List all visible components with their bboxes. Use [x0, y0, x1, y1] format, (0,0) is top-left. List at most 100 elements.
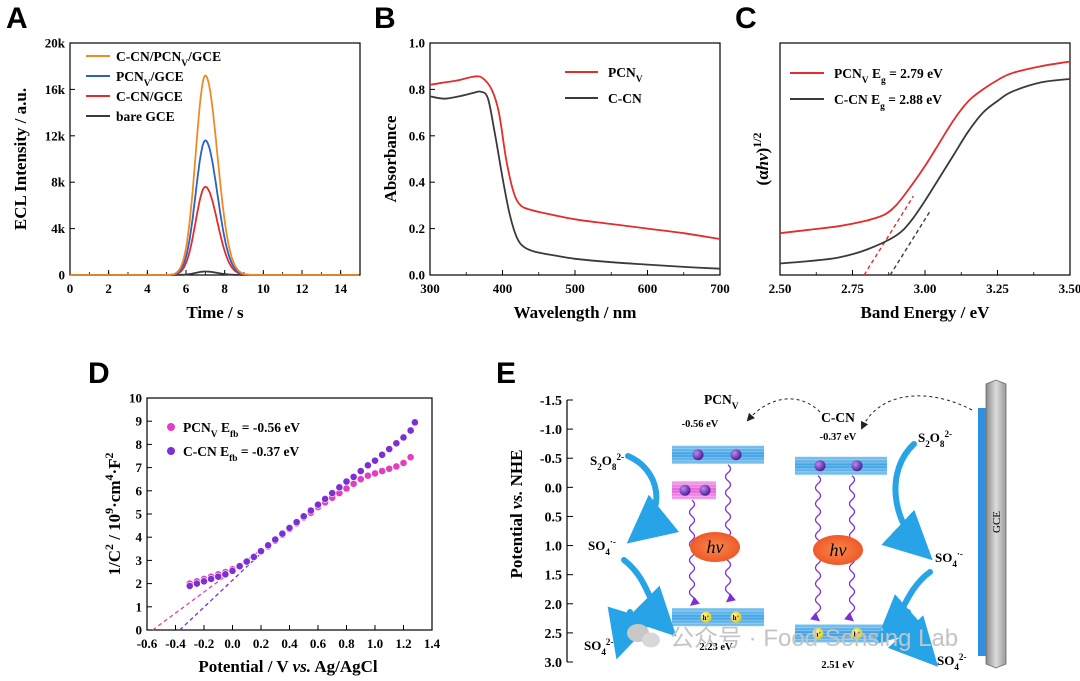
data-point-c-cn [192, 579, 201, 588]
injection-arrow-ccn [860, 395, 973, 430]
data-point-c-cn [378, 450, 387, 459]
y-axis-label-d: 1/C2 / 109·cm4·F2 [102, 452, 124, 575]
tangent-line-pcnv [863, 195, 914, 276]
series-line-c-cn [779, 78, 1071, 265]
photon-label: hν [707, 537, 724, 557]
x-tick-label: 4 [144, 281, 151, 296]
data-point-c-cn [271, 535, 280, 544]
x-tick-label: -0.4 [165, 636, 186, 651]
data-point-c-cn [328, 489, 337, 498]
data-point-c-cn [278, 529, 287, 538]
y-tick-label: 0.4 [409, 175, 426, 190]
y-axis-label-b: Absorbance [381, 115, 400, 202]
electron [730, 449, 742, 461]
data-point-c-cn [185, 582, 194, 590]
x-tick-label: 0.6 [310, 636, 327, 651]
legend-label: bare GCE [116, 109, 175, 124]
legend-label: PCNV/GCE [116, 69, 184, 89]
svg-text:1/C2 / 109·cm4·F2: 1/C2 / 109·cm4·F2 [102, 452, 124, 575]
hole-label: h+ [815, 630, 822, 638]
data-point-c-cn [221, 570, 230, 579]
electron [679, 484, 691, 496]
y-tick-label: 20k [45, 36, 66, 51]
data-point-c-cn [242, 557, 251, 566]
series-line-pcnv [429, 75, 721, 240]
svg-text:(αhν)1/2: (αhν)1/2 [750, 132, 772, 185]
y-tick-label: 5 [136, 507, 143, 522]
x-tick-label: -0.6 [137, 636, 158, 651]
y-tick-label: 0.8 [409, 82, 426, 97]
species-so4-left: SO42- [584, 637, 613, 657]
legend-label: PCNV Efb = -0.56 eV [183, 420, 300, 440]
x-tick-label: 8 [221, 281, 228, 296]
pcnv-cb-label: -0.56 eV [682, 419, 719, 430]
x-tick-label: 0.2 [253, 636, 269, 651]
y-tick-label: 8k [51, 175, 66, 190]
data-point-c-cn [410, 418, 419, 427]
data-point-c-cn [200, 577, 208, 586]
data-point-c-cn [306, 506, 315, 515]
y-tick-label: 1.5 [545, 569, 563, 584]
pcnv-valence-band-rect [672, 608, 764, 627]
x-tick-label: 700 [710, 281, 730, 296]
x-tick-label: 3.50 [1059, 281, 1080, 296]
legend-label: C-CN [608, 91, 642, 106]
ccn-cb-label: -0.37 eV [820, 432, 857, 443]
data-point-pcnv [399, 459, 408, 467]
data-point-c-cn [292, 518, 301, 527]
electron [692, 449, 704, 461]
panel-e-mechanism-diagram: E -1.5 -1.0 -0.5 0.0 0.5 1.0 1.5 2.0 2.5 3.0 Pote… [496, 357, 1007, 672]
y-tick-label: 2.5 [545, 627, 563, 642]
data-point-c-cn [342, 477, 351, 486]
legend-label: C-CN Efb = -0.37 eV [183, 444, 299, 464]
data-point-pcnv [406, 453, 415, 462]
x-tick-label: 6 [183, 281, 190, 296]
hole [851, 627, 863, 639]
y-tick-label: 16k [45, 82, 66, 97]
x-tick-label: 0.0 [224, 636, 240, 651]
data-point-c-cn [235, 562, 244, 571]
y-tick-label: 3.0 [545, 656, 563, 671]
x-axis-label-c: Band Energy / eV [861, 303, 991, 322]
arrow-so4rad-to-so4-left [621, 557, 677, 637]
data-point-c-cn [335, 483, 344, 492]
hole [700, 611, 712, 623]
pcnv-valence-band [672, 608, 764, 627]
data-point-c-cn [399, 433, 408, 442]
y-tick-label: 0.0 [545, 481, 563, 496]
pcnv-vb-label: 2.23 eV [699, 642, 733, 653]
data-point-c-cn [356, 467, 365, 475]
y-tick-label: 12k [45, 128, 66, 143]
x-tick-label: 1.0 [367, 636, 383, 651]
species-so4-right: SO42- [937, 652, 966, 672]
y-tick-label: 0.6 [409, 128, 426, 143]
legend-marker [167, 447, 175, 455]
x-tick-label: 12 [296, 281, 309, 296]
legend-label: PCNV Eg = 2.79 eV [834, 66, 943, 86]
x-tick-label: 10 [257, 281, 270, 296]
data-point-pcnv [363, 471, 372, 480]
data-point-pcnv [356, 475, 365, 484]
data-point-c-cn [264, 541, 273, 550]
arrow-s2o8-to-so4rad-right [881, 441, 933, 561]
y-tick-label: 10 [129, 391, 142, 406]
gce-label: GCE [991, 511, 1003, 533]
arrow-s2o8-to-so4rad-left [625, 453, 680, 544]
photon-label: hν [830, 540, 847, 560]
ccn-title: C-CN [821, 410, 855, 425]
y-tick-label: 0 [136, 623, 143, 638]
panel-label-b: B [374, 2, 396, 35]
panel-label-c: C [735, 2, 757, 35]
svg-text:Potential vs. NHE: Potential vs. NHE [507, 450, 526, 579]
series-line-c-cn-gce [70, 185, 359, 276]
watermark-text: 公众号 · Food Sensing Lab [670, 625, 958, 652]
plot-frame-a [69, 42, 361, 276]
x-tick-label: 2 [105, 281, 112, 296]
gce-electrode [985, 379, 1007, 669]
data-point-c-cn [257, 547, 265, 556]
x-tick-label: 300 [420, 281, 440, 296]
y-tick-label: -1.5 [540, 394, 562, 409]
panel-c-tauc-chart: C 2.50 2.75 3.00 3.25 3.50 PCNV Eg = 2.79 eV… [735, 2, 1080, 322]
data-point-pcnv [349, 479, 358, 488]
data-point-pcnv [385, 464, 394, 473]
